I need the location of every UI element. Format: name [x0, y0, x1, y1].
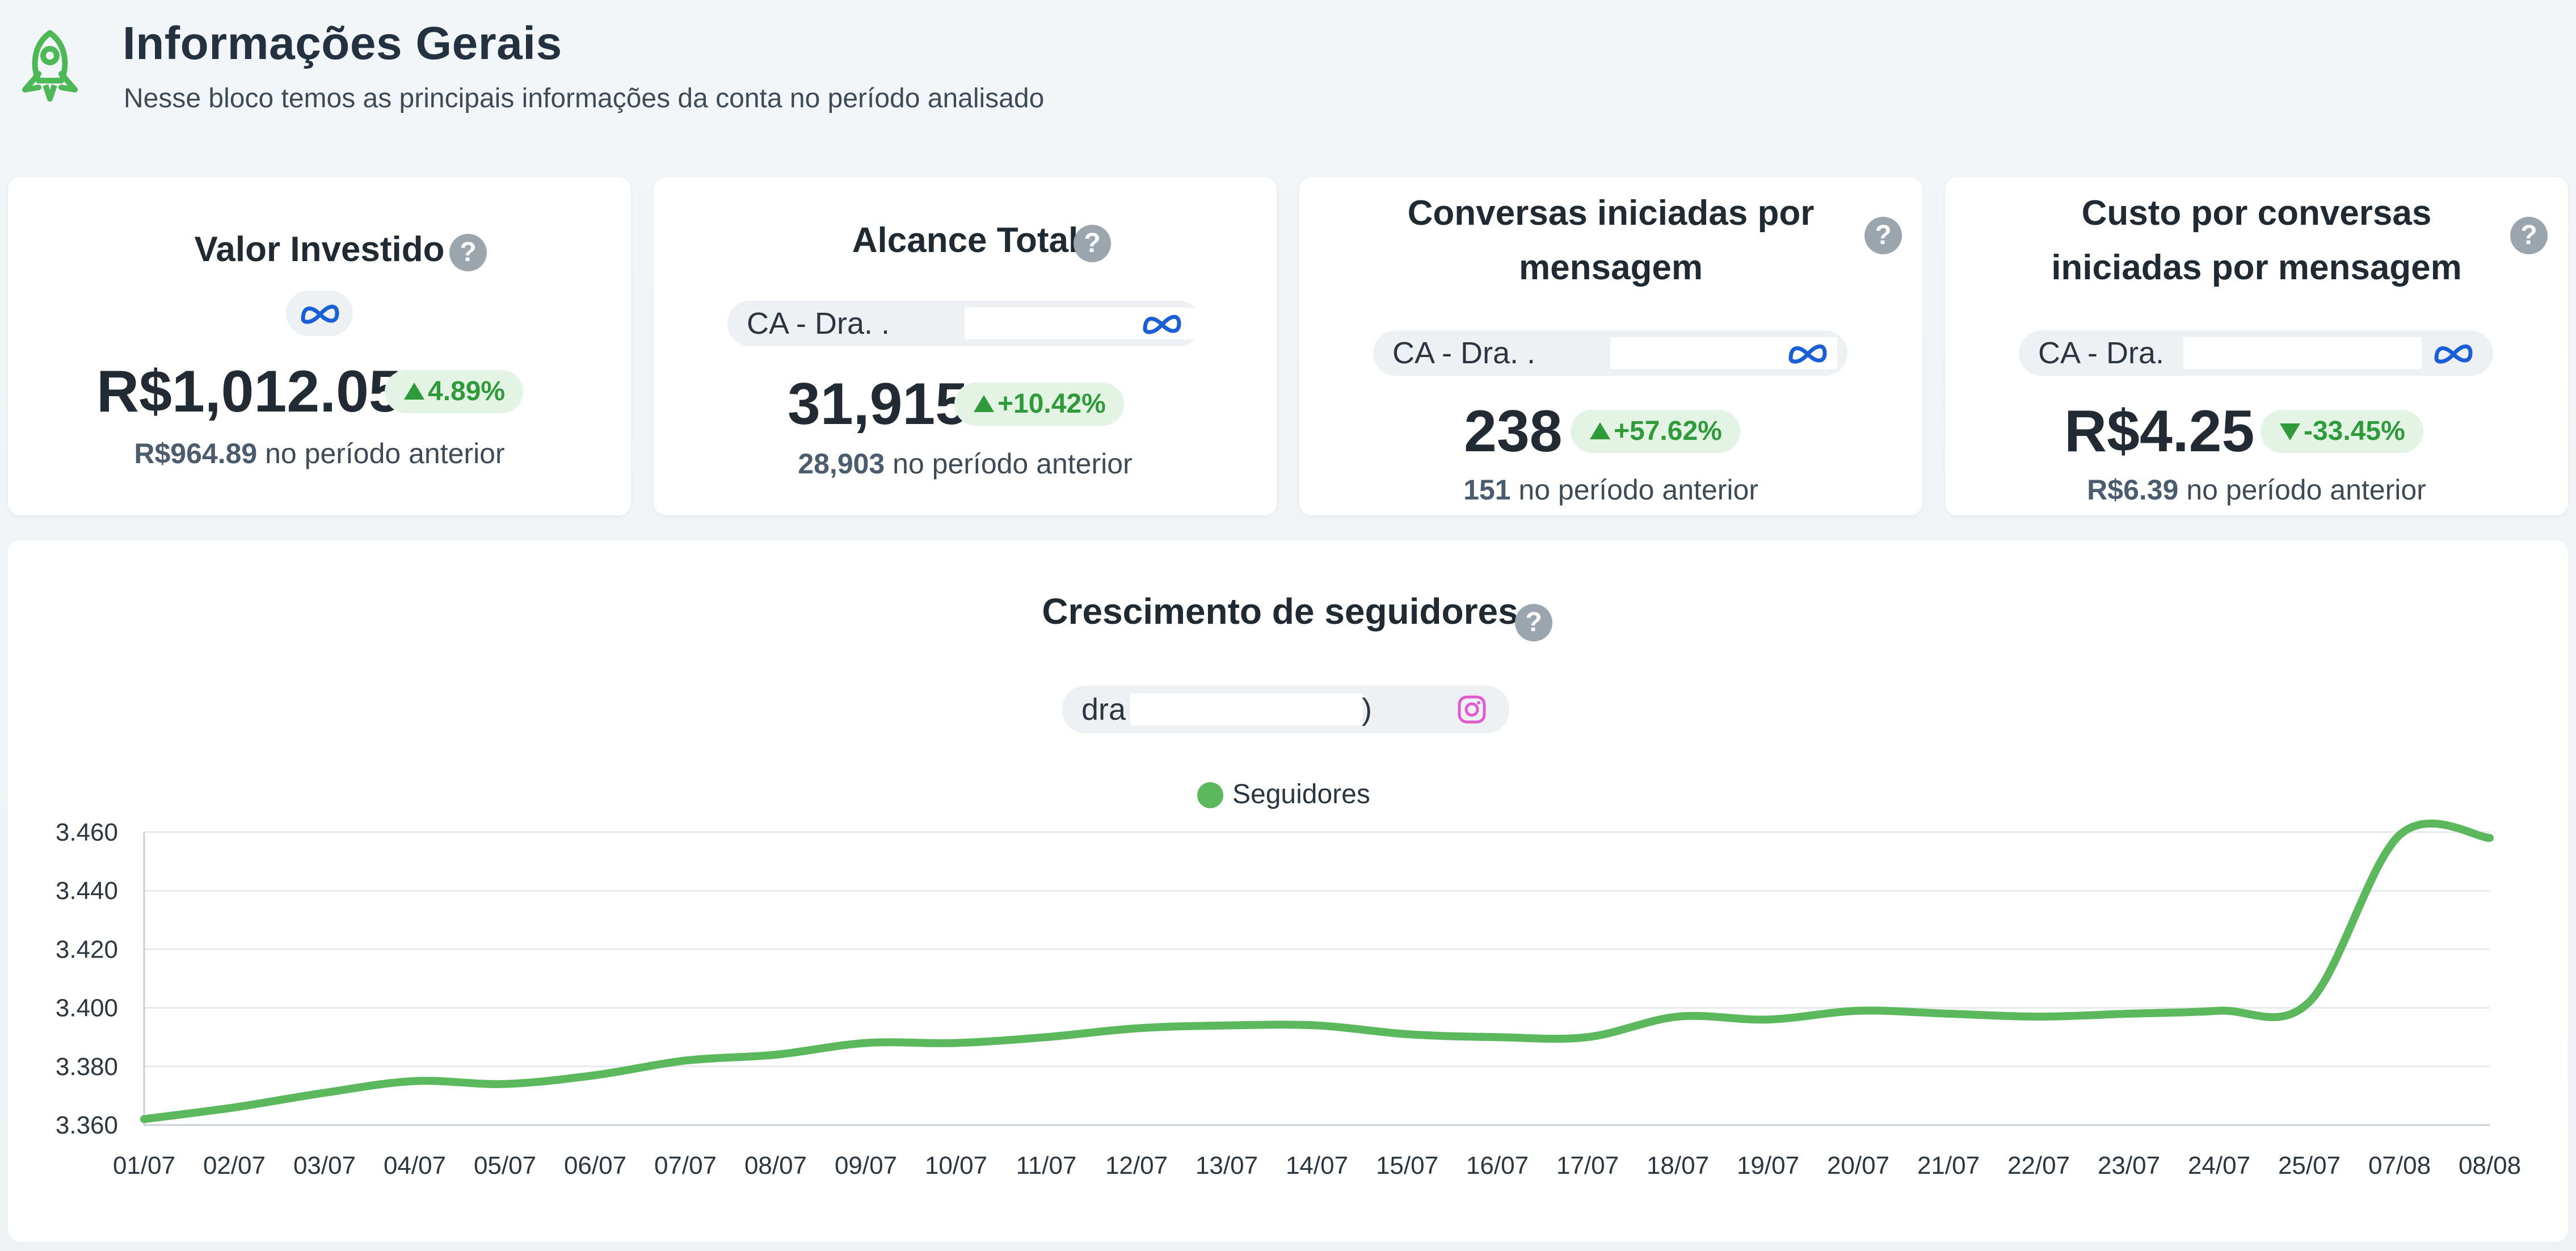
- kpi-card-custo-por-conversa: Custo por conversas iniciadas por mensag…: [1945, 177, 2568, 515]
- card-title-line1: Custo por conversas: [2081, 194, 2432, 233]
- card-title-line1: Conversas iniciadas por: [1407, 194, 1815, 233]
- delta-text: 4.89%: [428, 376, 506, 406]
- account-label: dra: [1081, 692, 1126, 727]
- legend-label: Seguidores: [1232, 779, 1370, 809]
- help-icon[interactable]: ?: [449, 234, 487, 271]
- delta-text: +10.42%: [997, 389, 1106, 419]
- card-title-line2: mensagem: [1519, 248, 1703, 287]
- delta-badge: +57.62%: [1571, 410, 1740, 453]
- account-label: CA - Dra. .: [747, 307, 890, 341]
- section-header: Informações Gerais Nesse bloco temos as …: [0, 0, 2576, 170]
- arrow-up-icon: [974, 395, 994, 412]
- delta-text: -33.45%: [2304, 416, 2405, 446]
- chart-title: Crescimento de seguidores: [0, 590, 2560, 632]
- delta-badge: -33.45%: [2261, 410, 2423, 453]
- card-title: Conversas iniciadas por mensagem: [1333, 177, 1888, 295]
- meta-icon: [1788, 344, 1827, 364]
- previous-suffix: no período anterior: [265, 438, 505, 469]
- page-title: Informações Gerais: [123, 18, 562, 69]
- account-pill[interactable]: [286, 291, 353, 336]
- delta-badge: +10.42%: [954, 383, 1124, 426]
- previous-value: 151: [1463, 474, 1511, 506]
- legend-swatch: [1197, 782, 1223, 808]
- card-title: Custo por conversas iniciadas por mensag…: [1979, 177, 2534, 295]
- help-icon[interactable]: ?: [1515, 604, 1552, 641]
- meta-icon: [1143, 314, 1181, 334]
- account-pill[interactable]: CA - Dra. .: [1373, 330, 1847, 376]
- account-pill[interactable]: CA - Dra. .: [727, 301, 1203, 346]
- account-label: CA - Dra.: [2038, 336, 2165, 370]
- meta-icon: [301, 304, 339, 324]
- account-pill[interactable]: CA - Dra.: [2019, 330, 2493, 376]
- previous-period: R$964.89 no período anterior: [8, 437, 631, 470]
- delta-text: +57.62%: [1614, 416, 1722, 446]
- card-title: Alcance Total: [852, 221, 1079, 260]
- redacted-name: [1610, 337, 1837, 369]
- previous-suffix: no período anterior: [1518, 474, 1758, 506]
- kpi-value: 31,915: [788, 371, 969, 437]
- kpi-value: 238: [1464, 398, 1563, 464]
- arrow-up-icon: [1590, 422, 1610, 439]
- previous-value: R$964.89: [134, 438, 258, 469]
- account-label-tail: ): [1362, 692, 1372, 727]
- kpi-card-conversas-iniciadas: Conversas iniciadas por mensagem ? CA - …: [1299, 177, 1922, 515]
- previous-suffix: no período anterior: [893, 448, 1133, 480]
- help-icon[interactable]: ?: [1074, 225, 1111, 262]
- chart-title-text: Crescimento de seguidores: [1042, 591, 1518, 632]
- page-subtitle: Nesse bloco temos as principais informaç…: [124, 83, 1045, 114]
- followers-chart-card: [8, 540, 2568, 1242]
- kpi-card-alcance-total: Alcance Total ? CA - Dra. . 31,915 +10.4…: [654, 177, 1277, 515]
- kpi-value: R$1,012.05: [96, 359, 402, 425]
- previous-value: 28,903: [798, 448, 885, 480]
- redacted-name: [2183, 337, 2422, 369]
- previous-value: R$6.39: [2087, 474, 2179, 506]
- delta-badge: 4.89%: [385, 370, 524, 413]
- arrow-up-icon: [404, 383, 424, 400]
- previous-suffix: no período anterior: [2186, 474, 2426, 506]
- rocket-icon: [22, 30, 78, 102]
- previous-period: 28,903 no período anterior: [654, 447, 1277, 480]
- card-title: Valor Investido: [194, 230, 445, 269]
- previous-period: 151 no período anterior: [1299, 473, 1922, 506]
- arrow-down-icon: [2280, 423, 2300, 440]
- account-label: CA - Dra. .: [1392, 336, 1536, 370]
- instagram-account-pill[interactable]: dra ): [1062, 686, 1509, 733]
- kpi-card-valor-investido: Valor Investido ? R$1,012.05 4.89% R$964…: [8, 177, 631, 515]
- instagram-icon: [1458, 695, 1486, 724]
- kpi-value: R$4.25: [2064, 398, 2255, 464]
- redacted-name: [1130, 694, 1363, 725]
- meta-icon: [2434, 344, 2473, 364]
- previous-period: R$6.39 no período anterior: [1945, 473, 2568, 506]
- help-icon[interactable]: ?: [2510, 217, 2548, 254]
- help-icon[interactable]: ?: [1864, 217, 1902, 254]
- card-title-line2: iniciadas por mensagem: [2051, 248, 2462, 287]
